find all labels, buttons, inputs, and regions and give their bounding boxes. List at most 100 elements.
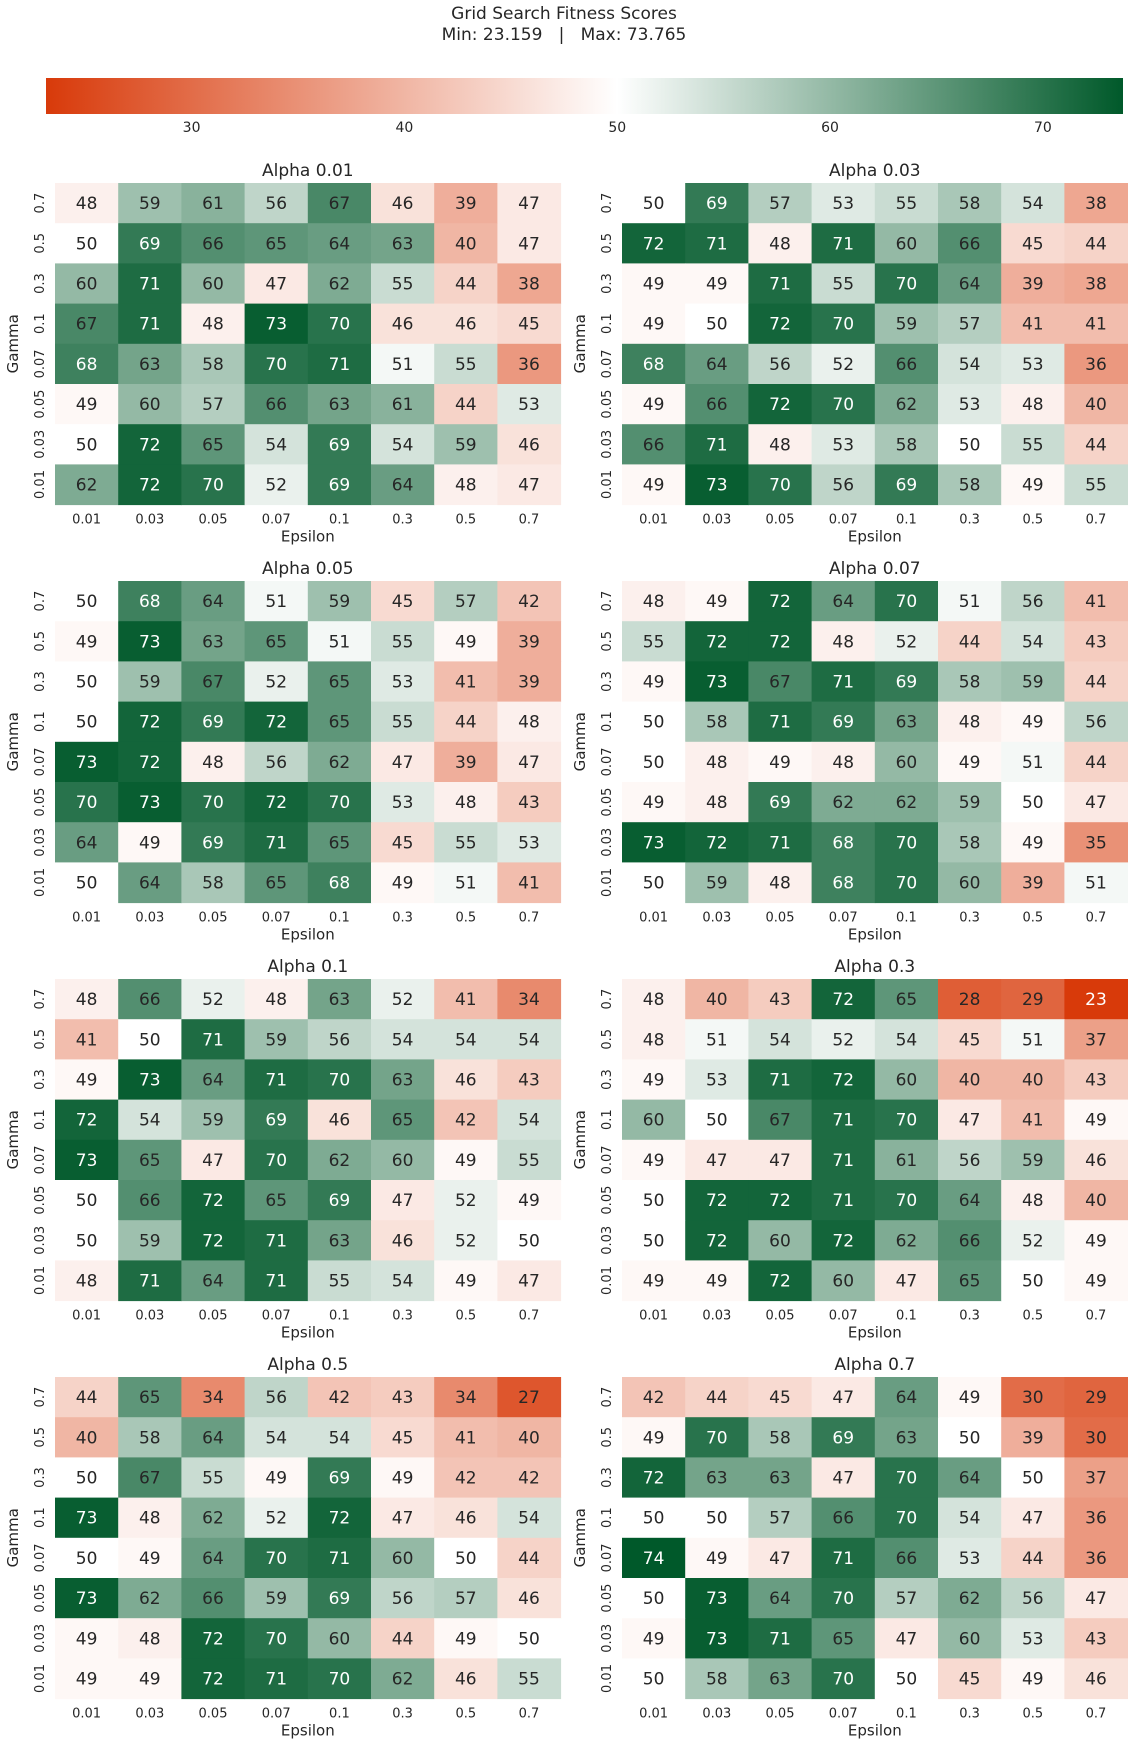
y-tick-label: 0.3 xyxy=(600,671,615,692)
heatmap-cell-label: 55 xyxy=(896,194,918,214)
heatmap-cell-label: 71 xyxy=(265,1670,287,1690)
heatmap-cell-label: 54 xyxy=(265,1428,287,1448)
heatmap-cell xyxy=(938,1019,1002,1060)
heatmap-cell xyxy=(497,661,562,703)
heatmap-cell-label: 49 xyxy=(1085,1231,1107,1251)
panel-title: Alpha 0.05 xyxy=(262,559,354,579)
heatmap-cell-label: 34 xyxy=(518,990,540,1010)
y-tick-label: 0.3 xyxy=(600,1467,615,1488)
heatmap-cell-label: 47 xyxy=(518,753,540,773)
heatmap-cell xyxy=(244,1220,309,1261)
heatmap-cell-label: 69 xyxy=(329,476,351,496)
heatmap-cell xyxy=(811,1578,876,1619)
heatmap-cell xyxy=(434,303,498,345)
heatmap-cell xyxy=(181,384,246,425)
heatmap-cell-label: 49 xyxy=(643,1428,665,1448)
heatmap-cell-label: 71 xyxy=(769,1071,791,1091)
heatmap-cell-label: 71 xyxy=(265,1272,287,1292)
heatmap-cell-label: 70 xyxy=(896,833,918,853)
heatmap-cell-label: 45 xyxy=(1022,234,1044,254)
heatmap-cell-label: 56 xyxy=(1022,1589,1044,1609)
heatmap-cell-label: 50 xyxy=(76,234,98,254)
heatmap-cell-label: 52 xyxy=(455,1191,477,1211)
heatmap-cell xyxy=(371,1260,435,1302)
heatmap-cell xyxy=(874,581,939,622)
heatmap-cell xyxy=(118,1578,182,1619)
heatmap-cell xyxy=(811,1059,876,1101)
heatmap-cell-label: 66 xyxy=(832,1509,854,1529)
heatmap-cell xyxy=(118,1497,182,1539)
heatmap-cell-label: 46 xyxy=(1085,1151,1107,1171)
x-tick-label: 0.01 xyxy=(72,911,101,926)
x-axis-label: Epsilon xyxy=(848,528,902,546)
heatmap-cell xyxy=(685,701,749,743)
heatmap-cell xyxy=(938,1417,1002,1458)
heatmap-cell-label: 49 xyxy=(455,1272,477,1292)
heatmap-cell-label: 49 xyxy=(706,1549,728,1569)
heatmap-cell xyxy=(118,1658,182,1700)
heatmap-cell-label: 72 xyxy=(769,315,791,335)
heatmap-cell xyxy=(307,343,372,385)
heatmap-cell xyxy=(434,384,498,425)
heatmap-cell-label: 51 xyxy=(706,1030,728,1050)
heatmap-cell-label: 64 xyxy=(392,476,414,496)
y-tick-label: 0.1 xyxy=(33,1507,48,1528)
heatmap-cell xyxy=(685,1618,749,1659)
heatmap-cell xyxy=(811,343,876,385)
x-tick-label: 0.5 xyxy=(455,513,476,528)
heatmap-cell xyxy=(434,979,498,1020)
y-tick-label: 0.5 xyxy=(33,233,48,254)
heatmap-cell-label: 72 xyxy=(139,753,161,773)
y-tick-label: 0.1 xyxy=(33,711,48,732)
heatmap-cell-label: 50 xyxy=(518,1629,540,1649)
heatmap-cell xyxy=(938,303,1002,345)
heatmap-cell xyxy=(748,183,813,224)
heatmap-cell-label: 50 xyxy=(76,1231,98,1251)
heatmap-cell xyxy=(497,1497,562,1539)
heatmap-cell-label: 71 xyxy=(139,1272,161,1292)
heatmap-cell-label: 60 xyxy=(329,1629,351,1649)
heatmap-cell xyxy=(874,223,939,264)
heatmap-cell xyxy=(622,581,686,622)
heatmap-cell xyxy=(1064,701,1128,743)
heatmap-cell-label: 72 xyxy=(643,1469,665,1489)
heatmap-cell-label: 70 xyxy=(896,1509,918,1529)
x-tick-label: 0.03 xyxy=(702,1309,731,1324)
heatmap-cell-label: 42 xyxy=(329,1388,351,1408)
heatmap-cell xyxy=(307,1578,372,1619)
heatmap-cell-label: 64 xyxy=(202,1071,224,1091)
heatmap-cell xyxy=(748,1377,813,1418)
heatmap-cell xyxy=(244,1260,309,1302)
heatmap-cell xyxy=(938,979,1002,1020)
x-tick-label: 0.3 xyxy=(959,911,980,926)
colorbar-tick-label: 60 xyxy=(821,120,839,136)
heatmap-cell xyxy=(434,1417,498,1458)
heatmap-cell-label: 72 xyxy=(706,833,728,853)
heatmap-cell-label: 56 xyxy=(1022,592,1044,612)
heatmap-cell xyxy=(244,1537,309,1579)
x-tick-label: 0.01 xyxy=(639,911,668,926)
heatmap-cell-label: 44 xyxy=(455,713,477,733)
heatmap-cell-label: 63 xyxy=(329,990,351,1010)
x-axis-label: Epsilon xyxy=(281,1324,335,1342)
heatmap-cell xyxy=(874,822,939,863)
heatmap-cell xyxy=(244,343,309,385)
heatmap-cell xyxy=(1001,1537,1065,1579)
heatmap-cell xyxy=(1001,303,1065,345)
heatmap-cell xyxy=(118,263,182,305)
x-tick-label: 0.01 xyxy=(639,1707,668,1722)
heatmap-cell-label: 55 xyxy=(392,632,414,652)
heatmap-cell-label: 47 xyxy=(392,1509,414,1529)
heatmap-cell xyxy=(434,1019,498,1060)
y-tick-label: 0.03 xyxy=(33,828,48,857)
chart-title-line-2: Min: 23.159 | Max: 73.765 xyxy=(441,25,687,45)
heatmap-cell-label: 59 xyxy=(896,315,918,335)
heatmap-cell-label: 70 xyxy=(202,476,224,496)
heatmap-cell-label: 62 xyxy=(832,793,854,813)
heatmap-cell xyxy=(748,1139,813,1181)
heatmap-cell-label: 37 xyxy=(1085,1469,1107,1489)
heatmap-cell xyxy=(181,424,246,465)
heatmap-cell xyxy=(748,581,813,622)
heatmap-cell xyxy=(1064,782,1128,823)
heatmap-cell-label: 60 xyxy=(76,275,98,295)
